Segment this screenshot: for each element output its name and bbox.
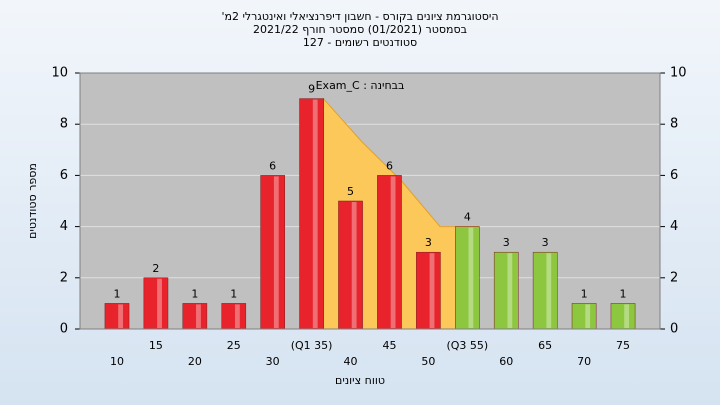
- y-tick-label: 10: [51, 66, 68, 81]
- value-label: 1: [581, 287, 588, 300]
- bar: [143, 277, 169, 330]
- value-label: 1: [230, 287, 237, 300]
- bar-highlight: [351, 202, 357, 328]
- x-tick-label: 75: [616, 339, 630, 352]
- y2-tick-label: 4: [670, 219, 678, 234]
- y2-tick-label: 6: [670, 168, 678, 183]
- bar-highlight: [312, 99, 318, 328]
- x-tick-label: 30: [266, 355, 280, 368]
- y2-tick-label: 2: [670, 270, 678, 285]
- bar-highlight: [196, 304, 201, 328]
- bar-highlight: [546, 253, 552, 328]
- x-tick-label: 65: [538, 339, 552, 352]
- bar-highlight: [624, 304, 630, 328]
- bar-highlight: [429, 253, 435, 328]
- y-tick-label: 0: [60, 322, 68, 337]
- x-tick-label: 45: [382, 339, 396, 352]
- plot-border: [79, 72, 661, 330]
- value-label: 5: [347, 185, 354, 198]
- y-tick-label: 8: [60, 117, 68, 132]
- bar: [299, 98, 324, 330]
- y2-tick-label: 0: [670, 322, 678, 337]
- bar-highlight: [390, 176, 396, 328]
- x-tick-label: 10: [110, 355, 124, 368]
- value-label: 9: [308, 83, 315, 96]
- chart-subtitle: סטודנטים רשומים - 127: [303, 36, 417, 49]
- bar-highlight: [118, 304, 124, 328]
- bar-highlight: [507, 253, 513, 328]
- bar: [104, 303, 130, 330]
- y-tick-label: 4: [60, 219, 68, 234]
- value-label: 1: [191, 287, 198, 300]
- bar: [416, 251, 441, 330]
- y2-tick-label: 10: [670, 66, 687, 81]
- value-label: 3: [425, 236, 432, 249]
- bar: [338, 200, 363, 330]
- y-tick-label: 2: [60, 270, 68, 285]
- bar-highlight: [234, 304, 240, 328]
- x-tick-label: 25: [227, 339, 241, 352]
- value-label: 1: [113, 287, 120, 300]
- value-label: 6: [386, 159, 393, 172]
- value-label: 3: [503, 236, 510, 249]
- bar: [493, 251, 519, 330]
- value-label: 3: [542, 236, 549, 249]
- y-tick-label: 6: [60, 168, 68, 183]
- x-tick-label: 60: [499, 355, 513, 368]
- value-label: 2: [152, 262, 159, 275]
- bar: [377, 175, 402, 330]
- x-tick-label: (Q1 35): [291, 339, 333, 352]
- x-tick-label: 50: [421, 355, 435, 368]
- x-tick-label: 15: [149, 339, 163, 352]
- y-axis-label: מספר סטודנטים: [26, 163, 39, 239]
- bar: [571, 303, 597, 330]
- annotation: בבחינה : Exam_C: [316, 79, 405, 92]
- bar: [532, 251, 558, 330]
- value-label: 4: [464, 211, 471, 224]
- bar-highlight: [157, 278, 162, 328]
- bar-highlight: [273, 176, 279, 328]
- bar-highlight: [468, 227, 474, 328]
- value-label: 1: [620, 287, 627, 300]
- bar: [454, 226, 480, 330]
- value-label: 6: [269, 159, 276, 172]
- x-axis-label: טווח ציונים: [335, 374, 385, 387]
- bar: [610, 303, 636, 330]
- y2-tick-label: 8: [670, 117, 678, 132]
- chart-title: היסטוגרמת ציונים בקורס - חשבון דיפרנציאל…: [221, 10, 498, 23]
- bar: [260, 175, 286, 330]
- x-tick-label: (Q3 55): [446, 339, 488, 352]
- x-tick-label: 70: [577, 355, 591, 368]
- chart-subtitle: בסמסטר (01/2021) סמסטר חורף 2021/22: [253, 23, 467, 36]
- x-tick-label: 40: [344, 355, 358, 368]
- bar: [221, 303, 247, 330]
- bar: [182, 303, 208, 330]
- bar-highlight: [585, 304, 591, 328]
- x-tick-label: 20: [188, 355, 202, 368]
